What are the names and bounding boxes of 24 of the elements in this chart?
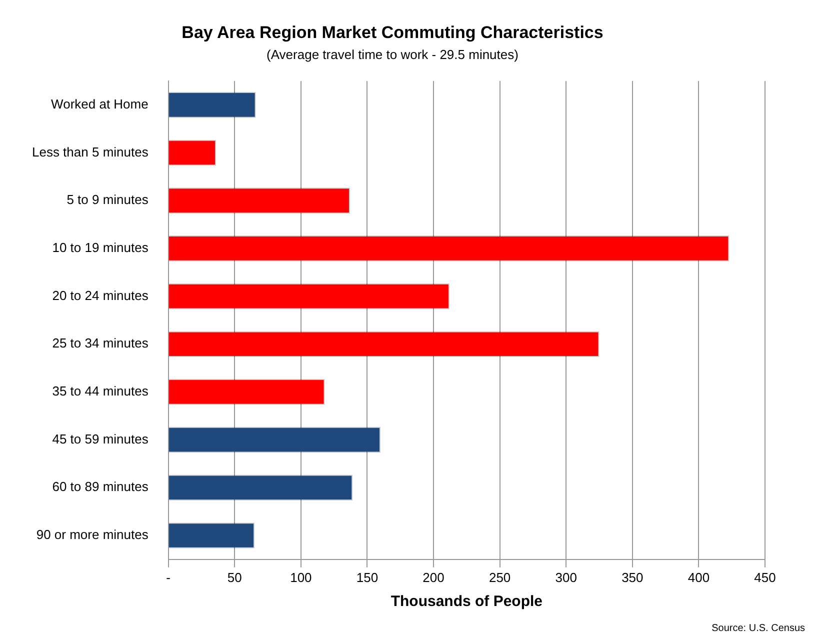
x-tick-label: 300 [555,570,577,585]
x-tick-label: 450 [754,570,776,585]
x-tick-label: 350 [622,570,644,585]
y-tick-label: 25 to 34 minutes [52,336,149,351]
y-tick-label: 20 to 24 minutes [52,288,149,303]
x-tick-label: 100 [290,570,312,585]
y-tick-label: 5 to 9 minutes [66,192,149,208]
x-tick-label: 400 [688,570,710,585]
chart-subtitle: (Average travel time to work - 29.5 minutes) [266,46,518,62]
x-tick-label: 50 [227,570,242,585]
x-tick-label: 250 [488,570,511,585]
y-tick-label: 35 to 44 minutes [52,384,149,399]
x-axis-title: Thousands of People [390,593,543,610]
y-tick-label: Less than 5 minutes [32,144,149,160]
y-tick-label: 10 to 19 minutes [52,240,149,256]
x-tick-label: - [166,570,171,585]
source-note: Source: U.S. Census [712,623,805,634]
y-tick-label: 45 to 59 minutes [52,431,149,446]
y-tick-label: 90 or more minutes [36,527,149,542]
x-tick-label: 200 [422,570,444,585]
y-tick-label: 60 to 89 minutes [52,479,149,494]
y-tick-label: Worked at Home [51,96,148,112]
x-tick-label: 150 [356,570,378,585]
chart-title: Bay Area Region Market Commuting Characteristics [182,22,604,42]
